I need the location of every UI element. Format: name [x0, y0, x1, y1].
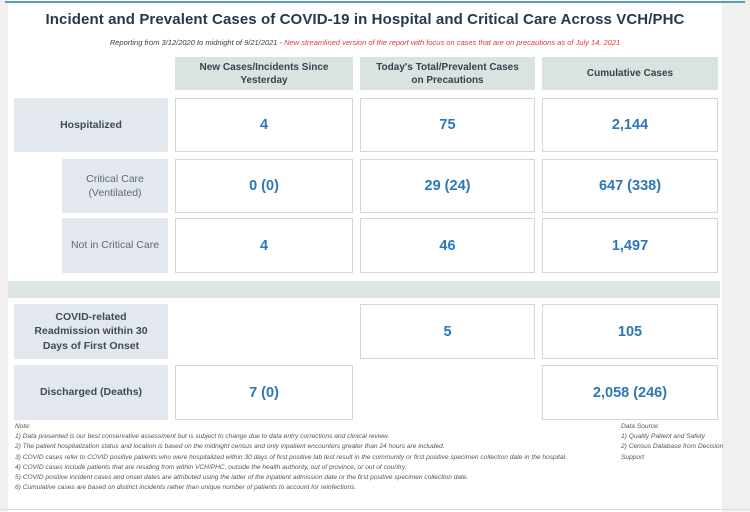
column-header-new-cases: New Cases/Incidents Since Yesterday [175, 57, 353, 90]
column-header-today-total: Today's Total/Prevalent Cases on Precaut… [360, 57, 535, 90]
value-hospitalized-new: 4 [175, 98, 353, 152]
top-accent-line [5, 1, 745, 3]
left-margin-strip [0, 0, 8, 512]
right-margin-strip [722, 0, 750, 512]
data-source: Data Source: 1) Quality Patient and Safe… [621, 422, 731, 463]
value-readmission-today: 5 [360, 304, 535, 359]
reporting-period-text: Reporting from 3/12/2020 to midnight of … [109, 38, 285, 47]
footnote-line: 6) Cumulative cases are based on distinc… [15, 484, 357, 492]
footnote-line: 5) COVID positive incident cases and ons… [15, 474, 469, 482]
page-title: Incident and Prevalent Cases of COVID-19… [45, 11, 685, 28]
value-not-critical-new: 4 [175, 218, 353, 273]
footnote-line: 2) The patient hospitalization status an… [15, 443, 445, 451]
data-source-heading: Data Source: [621, 423, 660, 430]
value-not-critical-today: 46 [360, 218, 535, 273]
value-not-critical-cumulative: 1,497 [542, 218, 718, 273]
footnote-line: 4) COVID cases include patients that are… [15, 463, 407, 471]
footnote-line: 3) COVID cases refer to COVID positive p… [15, 453, 567, 461]
column-header-cumulative: Cumulative Cases [542, 57, 718, 90]
value-hospitalized-today: 75 [360, 98, 535, 152]
row-label-not-critical-care: Not in Critical Care [62, 218, 168, 273]
value-readmission-cumulative: 105 [542, 304, 718, 359]
section-separator-band [8, 281, 720, 298]
row-label-hospitalized: Hospitalized [14, 98, 168, 152]
value-discharged-new: 7 (0) [175, 365, 353, 420]
footnote-line: 1) Data presented is our best conservati… [15, 433, 390, 441]
value-hospitalized-cumulative: 2,144 [542, 98, 718, 152]
value-critical-care-new: 0 (0) [175, 159, 353, 213]
value-discharged-cumulative: 2,058 (246) [542, 365, 718, 420]
value-critical-care-cumulative: 647 (338) [542, 159, 718, 213]
data-source-line: 2) Census Database from Decision Support [621, 443, 724, 461]
report-subtitle: Reporting from 3/12/2020 to midnight of … [8, 38, 722, 47]
row-label-critical-care: Critical Care (Ventilated) [62, 159, 168, 213]
row-label-discharged: Discharged (Deaths) [14, 365, 168, 420]
bottom-border-line [0, 509, 750, 510]
footnotes-heading: Note: [15, 423, 31, 430]
value-critical-care-today: 29 (24) [360, 159, 535, 213]
footnotes: Note: 1) Data presented is our best cons… [15, 422, 603, 494]
row-label-readmission: COVID-related Readmission within 30 Days… [14, 304, 168, 359]
data-source-line: 1) Quality Patient and Safety [621, 433, 705, 441]
streamlined-note-text: New streamlined version of the report wi… [284, 38, 621, 47]
